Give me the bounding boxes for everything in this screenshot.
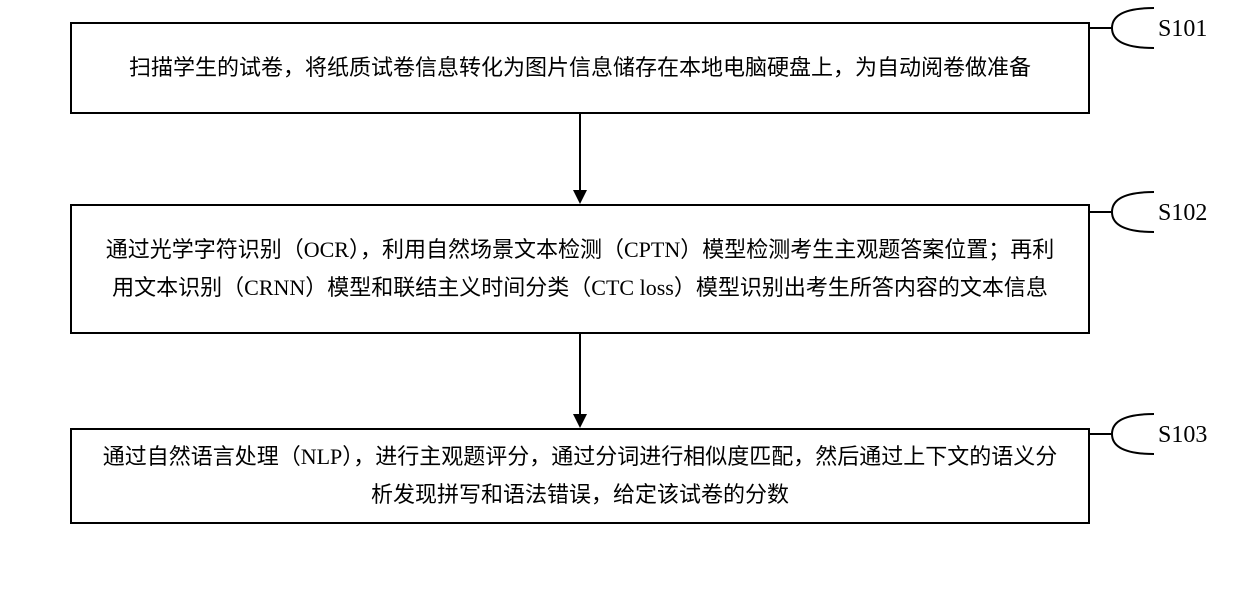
- leader-curve-s103: [1110, 412, 1156, 458]
- leader-curve-s102: [1110, 190, 1156, 236]
- flow-node-s103-text: 通过自然语言处理（NLP），进行主观题评分，通过分词进行相似度匹配，然后通过上下…: [100, 438, 1060, 515]
- step-label-s102: S102: [1158, 200, 1207, 227]
- step-label-s101-text: S101: [1158, 16, 1207, 42]
- flow-node-s103: 通过自然语言处理（NLP），进行主观题评分，通过分词进行相似度匹配，然后通过上下…: [70, 428, 1090, 524]
- arrowhead-s102: [573, 190, 587, 204]
- step-label-s103: S103: [1158, 422, 1207, 449]
- step-label-s102-text: S102: [1158, 200, 1207, 226]
- arrowhead-s103: [573, 414, 587, 428]
- leader-h-s103: [1090, 433, 1112, 435]
- connector-s101-s102: [579, 114, 581, 192]
- flowchart-container: 扫描学生的试卷，将纸质试卷信息转化为图片信息储存在本地电脑硬盘上，为自动阅卷做准…: [0, 0, 1240, 590]
- step-label-s103-text: S103: [1158, 422, 1207, 448]
- connector-s102-s103: [579, 334, 581, 416]
- leader-h-s101: [1090, 27, 1112, 29]
- step-label-s101: S101: [1158, 16, 1207, 43]
- flow-node-s102-text: 通过光学字符识别（OCR），利用自然场景文本检测（CPTN）模型检测考生主观题答…: [100, 231, 1060, 308]
- flow-node-s102: 通过光学字符识别（OCR），利用自然场景文本检测（CPTN）模型检测考生主观题答…: [70, 204, 1090, 334]
- flow-node-s101: 扫描学生的试卷，将纸质试卷信息转化为图片信息储存在本地电脑硬盘上，为自动阅卷做准…: [70, 22, 1090, 114]
- leader-curve-s101: [1110, 6, 1156, 52]
- flow-node-s101-text: 扫描学生的试卷，将纸质试卷信息转化为图片信息储存在本地电脑硬盘上，为自动阅卷做准…: [100, 49, 1060, 88]
- leader-h-s102: [1090, 211, 1112, 213]
